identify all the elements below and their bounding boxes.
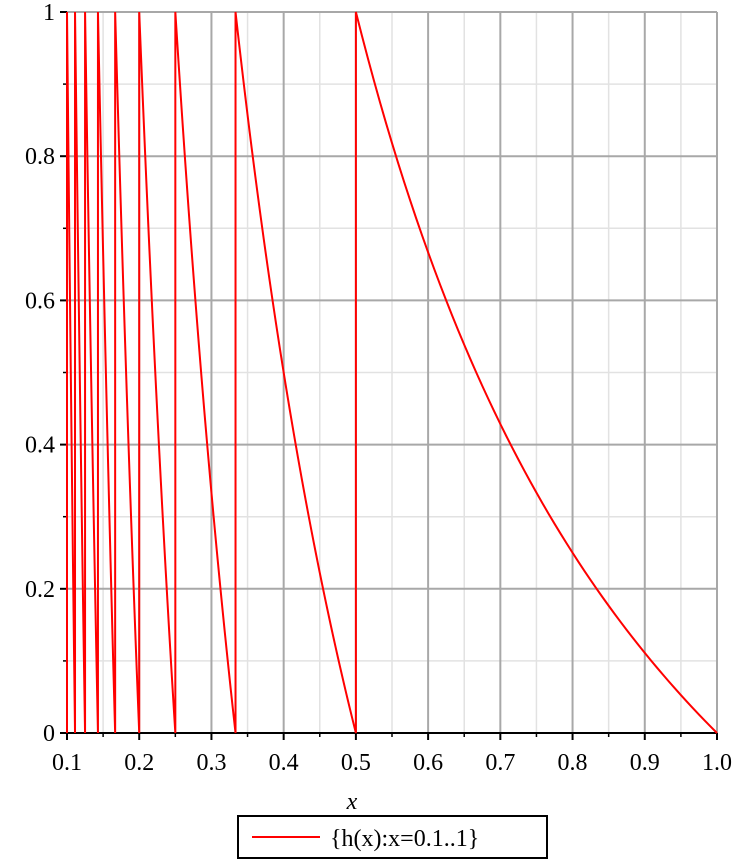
- series-curves: [66, 11, 718, 734]
- y-tick-label: 0.6: [25, 288, 55, 314]
- tick-marks: [60, 11, 718, 740]
- y-tick-label: 0.2: [25, 577, 55, 603]
- x-tick-label: 0.5: [341, 750, 371, 776]
- y-tick-labels: 0 0.2 0.4 0.6 0.8 1: [25, 0, 55, 747]
- x-tick-label: 0.9: [630, 750, 660, 776]
- x-tick-label: 1.0: [702, 750, 732, 776]
- legend: {h(x):x=0.1..1}: [237, 815, 548, 859]
- y-tick-label: 1: [43, 0, 55, 26]
- series-line: [66, 11, 718, 734]
- legend-label: {h(x):x=0.1..1}: [330, 826, 479, 852]
- x-tick-label: 0.6: [413, 750, 443, 776]
- y-tick-label: 0.4: [25, 433, 55, 459]
- grid-lines: [67, 11, 718, 733]
- x-tick-labels: 0.1 0.2 0.3 0.4 0.5 0.6 0.7 0.8 0.9 1.0: [52, 750, 732, 776]
- x-tick-label: 0.2: [124, 750, 154, 776]
- x-tick-label: 0.7: [485, 750, 515, 776]
- x-axis-title: x: [346, 789, 358, 815]
- x-tick-label: 0.3: [196, 750, 226, 776]
- x-tick-label: 0.4: [269, 750, 299, 776]
- x-tick-label: 0.1: [52, 750, 82, 776]
- x-tick-label: 0.8: [558, 750, 588, 776]
- y-tick-label: 0: [43, 721, 55, 747]
- y-tick-label: 0.8: [25, 144, 55, 170]
